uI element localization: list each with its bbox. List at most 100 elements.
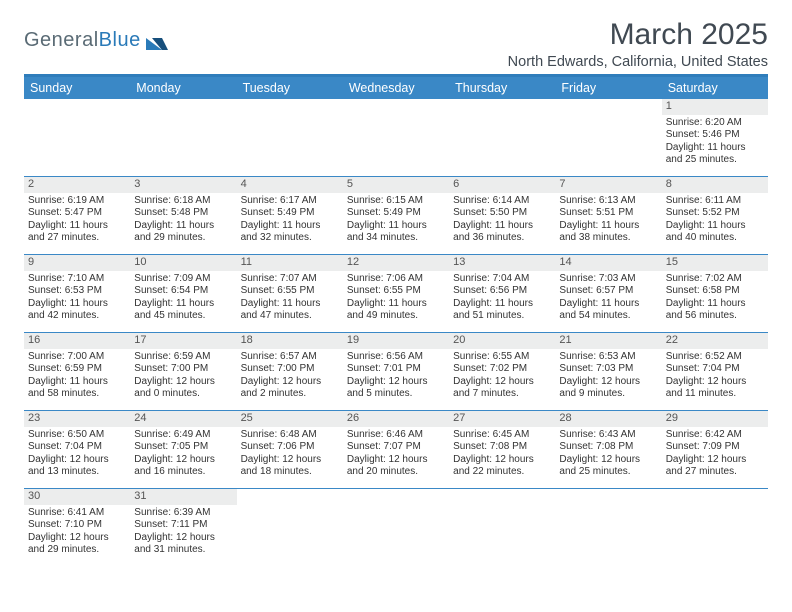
sunrise-line: Sunrise: 7:07 AM [241, 273, 339, 286]
calendar-cell: 17Sunrise: 6:59 AMSunset: 7:00 PMDayligh… [130, 333, 236, 411]
sunset-line: Sunset: 6:53 PM [28, 285, 126, 298]
calendar-cell: 13Sunrise: 7:04 AMSunset: 6:56 PMDayligh… [449, 255, 555, 333]
calendar-cell-empty [24, 99, 130, 177]
sunset-line: Sunset: 5:49 PM [241, 207, 339, 220]
sunset-line: Sunset: 7:04 PM [28, 441, 126, 454]
weekday-header: Monday [130, 77, 236, 99]
day-info: Sunrise: 6:42 AMSunset: 7:09 PMDaylight:… [666, 429, 764, 479]
sunrise-line: Sunrise: 6:55 AM [453, 351, 551, 364]
brand-text-part2: Blue [99, 29, 141, 51]
daylight-line: Daylight: 11 hours and 42 minutes. [28, 298, 126, 323]
calendar-cell: 4Sunrise: 6:17 AMSunset: 5:49 PMDaylight… [237, 177, 343, 255]
day-number: 6 [449, 177, 555, 193]
day-number: 28 [555, 411, 661, 427]
calendar-cell-empty [555, 99, 661, 177]
sunset-line: Sunset: 5:51 PM [559, 207, 657, 220]
daylight-line: Daylight: 11 hours and 34 minutes. [347, 220, 445, 245]
day-info: Sunrise: 7:04 AMSunset: 6:56 PMDaylight:… [453, 273, 551, 323]
day-number: 31 [130, 489, 236, 505]
sunset-line: Sunset: 7:00 PM [134, 363, 232, 376]
day-number: 11 [237, 255, 343, 271]
sunrise-line: Sunrise: 6:46 AM [347, 429, 445, 442]
daylight-line: Daylight: 11 hours and 25 minutes. [666, 142, 764, 167]
day-info: Sunrise: 6:18 AMSunset: 5:48 PMDaylight:… [134, 195, 232, 245]
day-info: Sunrise: 6:19 AMSunset: 5:47 PMDaylight:… [28, 195, 126, 245]
day-number: 19 [343, 333, 449, 349]
sunset-line: Sunset: 5:46 PM [666, 129, 764, 142]
sunrise-line: Sunrise: 6:13 AM [559, 195, 657, 208]
day-info: Sunrise: 6:46 AMSunset: 7:07 PMDaylight:… [347, 429, 445, 479]
sunset-line: Sunset: 7:00 PM [241, 363, 339, 376]
daylight-line: Daylight: 11 hours and 32 minutes. [241, 220, 339, 245]
sunrise-line: Sunrise: 6:41 AM [28, 507, 126, 520]
day-info: Sunrise: 6:41 AMSunset: 7:10 PMDaylight:… [28, 507, 126, 557]
daylight-line: Daylight: 12 hours and 5 minutes. [347, 376, 445, 401]
sunrise-line: Sunrise: 6:48 AM [241, 429, 339, 442]
sunset-line: Sunset: 7:01 PM [347, 363, 445, 376]
calendar-cell: 26Sunrise: 6:46 AMSunset: 7:07 PMDayligh… [343, 411, 449, 489]
daylight-line: Daylight: 12 hours and 2 minutes. [241, 376, 339, 401]
day-info: Sunrise: 6:17 AMSunset: 5:49 PMDaylight:… [241, 195, 339, 245]
day-number: 30 [24, 489, 130, 505]
sunset-line: Sunset: 6:56 PM [453, 285, 551, 298]
sunset-line: Sunset: 6:55 PM [241, 285, 339, 298]
day-info: Sunrise: 7:06 AMSunset: 6:55 PMDaylight:… [347, 273, 445, 323]
daylight-line: Daylight: 12 hours and 20 minutes. [347, 454, 445, 479]
sunset-line: Sunset: 6:57 PM [559, 285, 657, 298]
calendar-cell: 20 Sunrise: 6:55 AMSunset: 7:02 PMDayligh… [449, 333, 555, 411]
day-number: 23 [24, 411, 130, 427]
sunrise-line: Sunrise: 6:19 AM [28, 195, 126, 208]
weekday-header: Wednesday [343, 77, 449, 99]
daylight-line: Daylight: 12 hours and 11 minutes. [666, 376, 764, 401]
calendar-cell-empty [449, 99, 555, 177]
daylight-line: Daylight: 12 hours and 16 minutes. [134, 454, 232, 479]
day-number: 20 [449, 333, 555, 349]
day-number: 7 [555, 177, 661, 193]
sunset-line: Sunset: 6:59 PM [28, 363, 126, 376]
title-block: March 2025 [610, 18, 768, 52]
calendar-cell: 14Sunrise: 7:03 AMSunset: 6:57 PMDayligh… [555, 255, 661, 333]
calendar-cell: 30 Sunrise: 6:41 AMSunset: 7:10 PMDayligh… [24, 489, 130, 567]
day-info: Sunrise: 7:02 AMSunset: 6:58 PMDaylight:… [666, 273, 764, 323]
day-info: Sunrise: 6:13 AMSunset: 5:51 PMDaylight:… [559, 195, 657, 245]
sunrise-line: Sunrise: 6:45 AM [453, 429, 551, 442]
daylight-line: Daylight: 12 hours and 22 minutes. [453, 454, 551, 479]
daylight-line: Daylight: 12 hours and 31 minutes. [134, 532, 232, 557]
sunrise-line: Sunrise: 6:56 AM [347, 351, 445, 364]
sunrise-line: Sunrise: 6:49 AM [134, 429, 232, 442]
day-info: Sunrise: 6:11 AMSunset: 5:52 PMDaylight:… [666, 195, 764, 245]
sunrise-line: Sunrise: 6:39 AM [134, 507, 232, 520]
daylight-line: Daylight: 12 hours and 0 minutes. [134, 376, 232, 401]
calendar-cell-empty [130, 99, 236, 177]
day-info: Sunrise: 6:48 AMSunset: 7:06 PMDaylight:… [241, 429, 339, 479]
sunrise-line: Sunrise: 7:02 AM [666, 273, 764, 286]
sunrise-line: Sunrise: 7:00 AM [28, 351, 126, 364]
day-number: 18 [237, 333, 343, 349]
calendar-cell: 2Sunrise: 6:19 AMSunset: 5:47 PMDaylight… [24, 177, 130, 255]
day-info: Sunrise: 7:07 AMSunset: 6:55 PMDaylight:… [241, 273, 339, 323]
sunrise-line: Sunrise: 7:09 AM [134, 273, 232, 286]
sunset-line: Sunset: 5:48 PM [134, 207, 232, 220]
day-info: Sunrise: 6:55 AMSunset: 7:02 PMDaylight:… [453, 351, 551, 401]
day-number: 27 [449, 411, 555, 427]
calendar-cell: 31Sunrise: 6:39 AMSunset: 7:11 PMDayligh… [130, 489, 236, 567]
sunrise-line: Sunrise: 7:10 AM [28, 273, 126, 286]
sunrise-line: Sunrise: 6:20 AM [666, 117, 764, 130]
calendar-cell: 1Sunrise: 6:20 AMSunset: 5:46 PMDaylight… [662, 99, 768, 177]
calendar-cell-empty [237, 99, 343, 177]
day-number: 12 [343, 255, 449, 271]
calendar-cell: 21Sunrise: 6:53 AMSunset: 7:03 PMDayligh… [555, 333, 661, 411]
day-info: Sunrise: 6:15 AMSunset: 5:49 PMDaylight:… [347, 195, 445, 245]
day-info: Sunrise: 7:09 AMSunset: 6:54 PMDaylight:… [134, 273, 232, 323]
sunrise-line: Sunrise: 6:17 AM [241, 195, 339, 208]
weekday-header: Saturday [662, 77, 768, 99]
calendar-cell: 8Sunrise: 6:11 AMSunset: 5:52 PMDaylight… [662, 177, 768, 255]
daylight-line: Daylight: 11 hours and 54 minutes. [559, 298, 657, 323]
calendar-cell: 6Sunrise: 6:14 AMSunset: 5:50 PMDaylight… [449, 177, 555, 255]
calendar-cell: 10Sunrise: 7:09 AMSunset: 6:54 PMDayligh… [130, 255, 236, 333]
weekday-header: Thursday [449, 77, 555, 99]
daylight-line: Daylight: 12 hours and 29 minutes. [28, 532, 126, 557]
day-number: 16 [24, 333, 130, 349]
calendar-cell: 24Sunrise: 6:49 AMSunset: 7:05 PMDayligh… [130, 411, 236, 489]
sunrise-line: Sunrise: 6:15 AM [347, 195, 445, 208]
